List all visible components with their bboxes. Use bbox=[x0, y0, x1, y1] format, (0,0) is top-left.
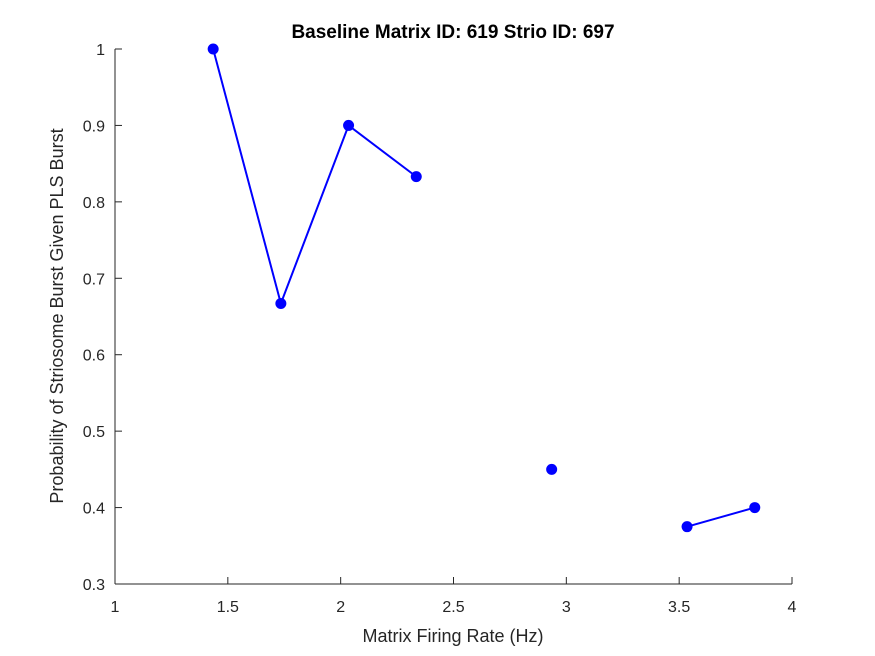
y-axis-ticks: 0.3 0.4 0.5 0.6 0.7 0.8 0.9 1 bbox=[83, 42, 122, 594]
x-tick-label: 2 bbox=[336, 599, 345, 616]
y-tick-label: 1 bbox=[96, 42, 105, 59]
data-point bbox=[749, 502, 761, 514]
y-axis-title: Probability of Striosome Burst Given PLS… bbox=[47, 128, 67, 503]
data-point bbox=[275, 298, 287, 310]
series-line-segment bbox=[686, 506, 756, 528]
data-point bbox=[343, 119, 355, 131]
x-tick-label: 3.5 bbox=[668, 599, 690, 616]
series-points bbox=[207, 43, 761, 533]
series-lines bbox=[212, 48, 756, 528]
y-tick-label: 0.9 bbox=[83, 118, 105, 135]
data-point bbox=[207, 43, 219, 55]
x-axis-ticks: 1 1.5 2 2.5 3 3.5 4 bbox=[111, 577, 797, 616]
y-tick-label: 0.6 bbox=[83, 348, 105, 365]
data-point bbox=[546, 463, 558, 475]
x-axis-title: Matrix Firing Rate (Hz) bbox=[362, 626, 543, 646]
x-tick-label: 4 bbox=[788, 599, 797, 616]
y-tick-label: 0.3 bbox=[83, 577, 105, 594]
y-tick-label: 0.8 bbox=[83, 195, 105, 212]
data-point bbox=[410, 171, 422, 183]
chart-title: Baseline Matrix ID: 619 Strio ID: 697 bbox=[291, 22, 614, 43]
x-tick-label: 2.5 bbox=[442, 599, 464, 616]
y-tick-label: 0.7 bbox=[83, 271, 105, 288]
y-tick-label: 0.4 bbox=[83, 501, 105, 518]
x-tick-label: 1 bbox=[111, 599, 120, 616]
data-point bbox=[681, 521, 693, 533]
series-line-segment bbox=[212, 48, 417, 307]
y-tick-label: 0.5 bbox=[83, 424, 105, 441]
x-tick-label: 3 bbox=[562, 599, 571, 616]
x-tick-label: 1.5 bbox=[217, 599, 239, 616]
